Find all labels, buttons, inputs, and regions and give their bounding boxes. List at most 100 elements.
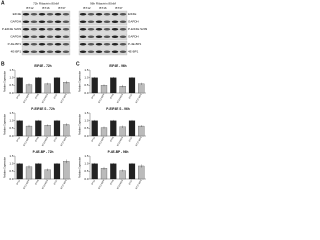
y-axis-label: Relative Expression: [4, 70, 7, 92]
blot-band: [103, 20, 111, 24]
x-tick-label: BT16: [110, 179, 115, 185]
blot-band: [119, 20, 127, 24]
blot-band: [103, 50, 111, 54]
x-tick-label: BT12 RBV: [23, 93, 30, 103]
y-axis-label: Relative Expression: [4, 156, 7, 178]
y-tick-label: 0.0: [9, 177, 14, 181]
blot-band: [79, 12, 87, 16]
y-tick-label: 0.0: [84, 91, 89, 95]
x-tick-label: BT37: [54, 136, 59, 142]
blot-band: [111, 12, 119, 16]
blot-band: [119, 50, 127, 54]
x-tick-label: BT37: [129, 179, 134, 185]
y-tick-label: 1.0: [9, 118, 14, 122]
blot-band: [38, 12, 46, 16]
bar: [63, 82, 70, 94]
blot-band: [30, 12, 38, 16]
chart-title: P-EIF4E S - 72h: [31, 107, 54, 111]
blot-band: [95, 50, 103, 54]
bar: [35, 163, 42, 180]
panel-letter: C: [76, 61, 80, 67]
bar: [91, 163, 98, 180]
blot-band: [95, 12, 103, 16]
x-tick-label: BT37: [129, 136, 134, 142]
blot-band: [119, 42, 127, 46]
blot-band: [95, 35, 103, 39]
x-tick-label: BT37: [129, 93, 134, 99]
bar: [53, 163, 61, 180]
blot-band: [87, 50, 95, 54]
blot-strip: [21, 25, 71, 33]
y-tick-label: 1.0: [84, 75, 89, 79]
blot-band: [87, 27, 95, 31]
lane-label: BT12: [26, 6, 34, 10]
bar: [44, 83, 51, 94]
bar: [119, 126, 126, 137]
blot-strip: [21, 48, 71, 56]
x-tick-label: BT12: [92, 136, 97, 142]
bar: [16, 163, 23, 180]
x-tick-label: BT16 RBV: [42, 93, 49, 103]
bar: [100, 85, 108, 94]
x-tick-label: BT37 RBV: [136, 93, 143, 103]
blot-band: [79, 20, 87, 24]
y-tick-label: 1.5: [9, 154, 14, 158]
blot-band: [46, 35, 54, 39]
x-tick-label: BT16 RBV: [42, 179, 49, 189]
chart-title: P-EIF4E S - 96h: [106, 107, 129, 111]
blot-band: [62, 35, 70, 39]
x-tick-label: BT37 RBV: [136, 179, 143, 189]
blot-strip: [78, 48, 128, 56]
panel-letter: B: [1, 61, 5, 67]
blot-band: [119, 27, 127, 31]
blot-band: [30, 27, 38, 31]
lane-label: BT16: [99, 6, 107, 10]
lane-label: BT16: [42, 6, 50, 10]
y-tick-label: 0.0: [9, 134, 14, 138]
y-tick-label: 0.5: [9, 169, 14, 173]
blot-band: [54, 12, 62, 16]
blot-band: [62, 27, 70, 31]
blot-band: [38, 20, 46, 24]
blot-strip: [78, 40, 128, 48]
blot-band: [79, 50, 87, 54]
blot-band: [38, 35, 46, 39]
blot-band: [111, 27, 119, 31]
blot-band: [87, 12, 95, 16]
blot-band: [38, 50, 46, 54]
blot-band: [95, 20, 103, 24]
blot-band: [54, 27, 62, 31]
x-tick-label: BT37 RBV: [61, 93, 68, 103]
blot-band: [30, 20, 38, 24]
bar: [16, 77, 23, 94]
bar: [25, 84, 33, 94]
y-tick-label: 0.5: [84, 126, 89, 130]
blot-row-label: 4E-BP1: [128, 50, 139, 54]
bar: [35, 120, 42, 137]
bar: [138, 165, 145, 180]
blot-strip: [21, 40, 71, 48]
blot-band: [54, 35, 62, 39]
y-tick-label: 1.5: [9, 68, 14, 72]
x-tick-label: BT12 RBV: [23, 136, 30, 146]
bar: [100, 127, 108, 137]
x-tick-label: BT12: [92, 93, 97, 99]
blot-band: [30, 42, 38, 46]
blot-band: [119, 35, 127, 39]
blot-band: [62, 50, 70, 54]
x-tick-label: BT37: [54, 179, 59, 185]
blot-row-label: EIF4E: [13, 12, 21, 16]
y-tick-label: 0.0: [9, 91, 14, 95]
chart-title: EIF4E - 72h: [34, 64, 51, 68]
y-tick-label: 1.0: [84, 161, 89, 165]
blot-band: [119, 12, 127, 16]
bar: [128, 163, 136, 180]
x-tick-label: BT37: [54, 93, 59, 99]
y-tick-label: 0.5: [9, 83, 14, 87]
bar: [138, 125, 145, 137]
y-tick-label: 1.5: [84, 111, 89, 115]
blot-band: [22, 12, 30, 16]
blot-band: [87, 42, 95, 46]
panel-letter: A: [1, 0, 5, 6]
x-tick-label: BT16: [110, 136, 115, 142]
